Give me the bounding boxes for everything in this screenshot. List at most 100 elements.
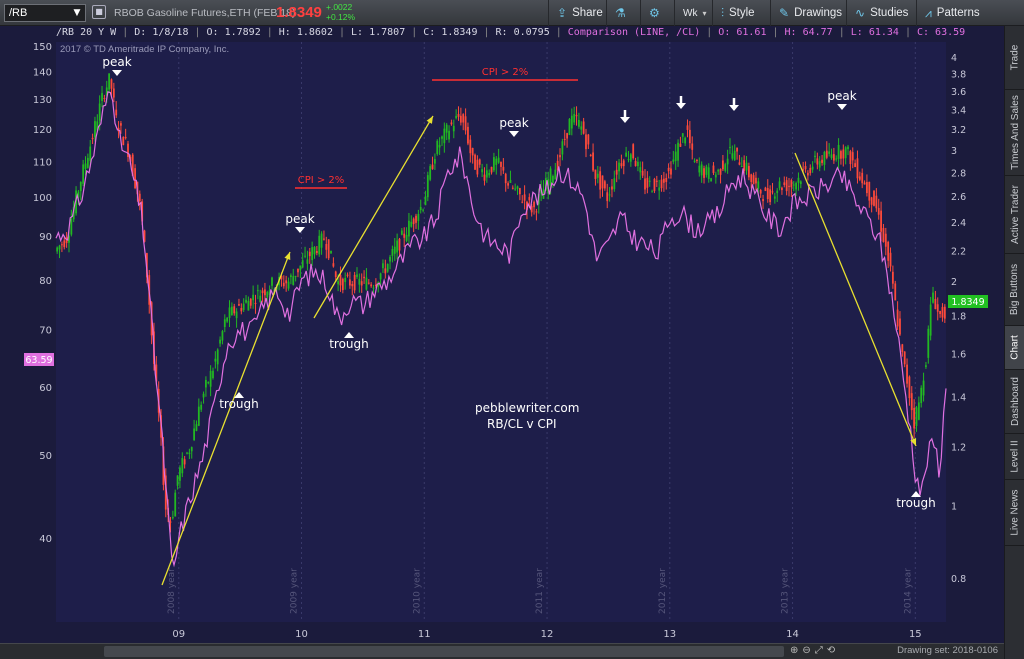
price-bar: [457, 113, 460, 117]
price-bar: [877, 208, 880, 215]
horizontal-scrollbar[interactable]: [104, 646, 784, 657]
tab-chart[interactable]: Chart: [1005, 326, 1024, 370]
zoom-controls[interactable]: ⊕⊖⤢⟲: [790, 645, 840, 656]
price-bar: [573, 113, 576, 123]
price-bar: [939, 310, 941, 314]
style-button[interactable]: ⫶ Style: [712, 0, 763, 26]
price-bar: [429, 166, 432, 180]
price-bar: [108, 73, 111, 90]
left-tick-label: 110: [33, 157, 52, 168]
price-bar: [851, 152, 854, 161]
price-bar: [899, 318, 901, 335]
price-bar: [752, 175, 755, 185]
price-bar: [509, 179, 512, 183]
price-bar: [634, 160, 637, 167]
price-bar: [325, 243, 328, 250]
tab-live-news[interactable]: Live News: [1005, 480, 1024, 546]
price-bar: [580, 126, 583, 130]
symbol-input[interactable]: /RB: [4, 4, 86, 22]
price-bar: [818, 161, 821, 168]
drawing-set-label[interactable]: Drawing set: 2018-0106: [897, 645, 998, 656]
price-bar: [618, 162, 620, 172]
price-bar: [611, 186, 613, 190]
price-bar: [832, 154, 835, 161]
price-bar: [261, 290, 264, 294]
left-tick-label: 50: [39, 451, 52, 462]
current-price-markers: 1.8349 63.59: [24, 295, 988, 366]
price-bar: [500, 161, 502, 167]
tab-active-trader[interactable]: Active Trader: [1005, 176, 1024, 254]
tab-trade[interactable]: Trade: [1005, 26, 1024, 90]
symbol-link-icon[interactable]: ■: [92, 5, 106, 19]
x-axis: 09 10 11 12 13 14 15: [172, 629, 921, 640]
price-bar: [171, 517, 174, 519]
price-bar: [188, 452, 191, 455]
price-bar: [681, 133, 684, 137]
price-bar: [705, 166, 708, 175]
chevron-down-icon[interactable]: ▼: [73, 8, 81, 18]
tab-times-and-sales[interactable]: Times And Sales: [1005, 90, 1024, 176]
price-bar: [179, 467, 181, 481]
tab-dashboard[interactable]: Dashboard: [1005, 370, 1024, 434]
price-bar: [750, 174, 753, 182]
price-bar: [889, 252, 892, 267]
peak-marker: [295, 227, 305, 233]
x-tick-label: 09: [172, 629, 185, 640]
price-bar: [254, 302, 257, 304]
price-bar: [197, 406, 200, 426]
price-bar: [795, 182, 797, 190]
drawings-button[interactable]: ✎ Drawings: [770, 0, 850, 26]
price-bar: [315, 251, 318, 253]
price-bar: [287, 281, 290, 289]
price-bar: [398, 238, 401, 251]
price-bar: [332, 263, 335, 267]
price-bar: [471, 147, 474, 156]
price-bar: [936, 304, 939, 312]
studies-button[interactable]: ∿ Studies: [846, 0, 916, 26]
patterns-button[interactable]: ⩘ Patterns: [916, 0, 988, 26]
bottom-bar: ⊕⊖⤢⟲ Drawing set: 2018-0106: [0, 643, 1004, 659]
year-label: 2012 year: [658, 568, 668, 614]
price-bar: [216, 349, 219, 365]
price-bar: [89, 146, 92, 161]
bar-open: O: 1.7892: [206, 27, 261, 38]
price-bar: [686, 125, 689, 130]
settings-button[interactable]: ⚙: [640, 0, 670, 26]
tab-big-buttons[interactable]: Big Buttons: [1005, 254, 1024, 326]
price-bar: [528, 197, 531, 201]
price-bar: [670, 168, 672, 175]
price-bar: [360, 281, 363, 286]
price-bar: [526, 201, 528, 211]
price-bar: [396, 240, 399, 253]
price-bar: [448, 130, 450, 140]
price-bar: [82, 164, 85, 184]
price-bar: [363, 276, 365, 279]
price-bar: [771, 191, 774, 193]
price-bar: [514, 188, 517, 190]
year-label: 2014 year: [903, 568, 913, 614]
price-bar: [155, 364, 158, 382]
price-bar: [707, 167, 710, 179]
price-bar: [195, 424, 198, 431]
right-axis: 4 3.8 3.6 3.4 3.2 3 2.8 2.6 2.4 2.2 2 1.8 1.6 1.4 1.2 1…: [951, 53, 966, 585]
share-button[interactable]: ⇪ Share: [548, 0, 611, 26]
price-bar: [516, 186, 519, 189]
price-bar: [929, 304, 932, 336]
price-bar: [783, 182, 786, 185]
price-bar: [403, 233, 406, 238]
price-bar: [186, 452, 188, 454]
timeframe-button[interactable]: Wk ▾: [674, 0, 714, 26]
price-bar: [582, 121, 585, 134]
price-bar: [405, 234, 408, 241]
price-bar: [866, 181, 868, 194]
price-chart[interactable]: 2008 year 2009 year 2010 year 2011 year 2012…: [0, 26, 1004, 643]
right-tick-label: 1.8: [951, 311, 966, 322]
year-label: 2013 year: [781, 568, 791, 614]
flask-button[interactable]: ⚗: [606, 0, 636, 26]
price-bar: [209, 370, 212, 387]
tab-level-ii[interactable]: Level II: [1005, 434, 1024, 480]
right-tick-label: 2.4: [951, 218, 966, 229]
price-bar: [688, 129, 691, 144]
price-bar: [854, 163, 857, 168]
price-bar: [488, 172, 491, 176]
